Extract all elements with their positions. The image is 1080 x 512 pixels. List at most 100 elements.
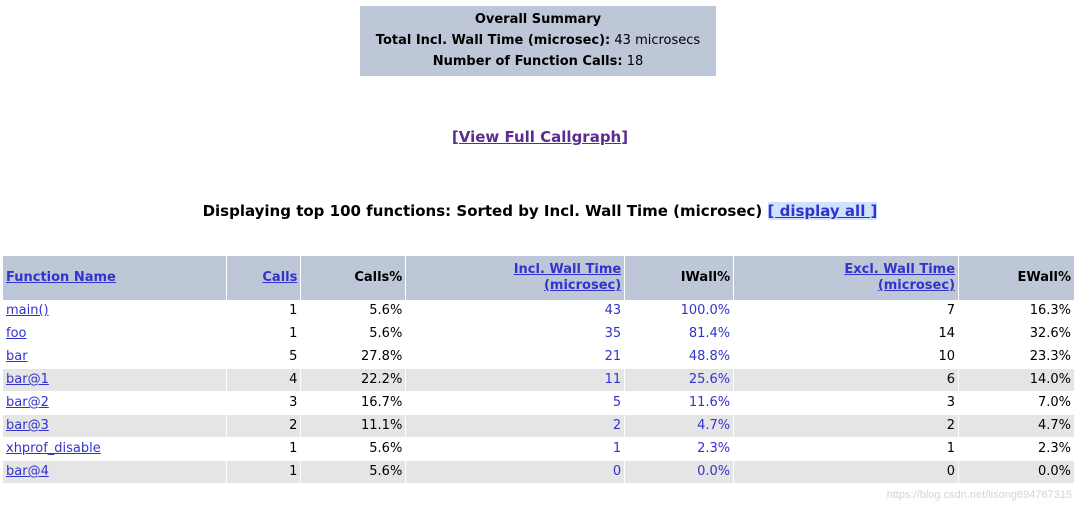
iwall-pct-cell: 100.0% [624,300,735,323]
functions-table: Function Name Calls Calls% Incl. Wall Ti… [3,256,1075,484]
incl-wall-time-cell: 43 [405,300,626,323]
column-header-calls[interactable]: Calls [226,256,302,300]
ewall-pct-cell: 7.0% [958,391,1075,415]
function-link[interactable]: xhprof_disable [6,441,101,456]
ewall-pct-cell: 16.3% [958,300,1075,323]
column-header-calls-pct: Calls% [300,256,407,300]
ewall-pct-cell: 23.3% [958,345,1075,369]
calls-cell: 1 [226,322,302,346]
excl-wall-time-cell: 1 [733,437,960,461]
display-all-label: [ display all ] [767,202,878,220]
ewall-pct-cell: 32.6% [958,322,1075,346]
calls-pct-cell: 5.6% [300,460,407,484]
column-header-function-name[interactable]: Function Name [3,256,228,300]
excl-wall-time-cell: 3 [733,391,960,415]
table-row: bar@3 2 11.1% 2 4.7% 2 4.7% [3,414,1075,438]
functions-heading: Displaying top 100 functions: Sorted by … [0,202,1080,220]
function-link[interactable]: bar@4 [6,464,49,479]
function-link[interactable]: foo [6,326,27,341]
incl-wall-time-cell: 2 [405,414,626,438]
calls-pct-cell: 5.6% [300,322,407,346]
column-header-excl-wall-time[interactable]: Excl. Wall Time (microsec) [733,256,960,300]
calls-pct-cell: 11.1% [300,414,407,438]
iwall-pct-cell: 11.6% [624,391,735,415]
watermark: https://blog.csdn.net/lisong694767315 [886,489,1072,501]
calls-cell: 2 [226,414,302,438]
incl-wall-time-cell: 21 [405,345,626,369]
sort-function-name-link[interactable]: Function Name [6,270,116,285]
summary-function-calls: Number of Function Calls: 18 [360,51,716,72]
function-name-cell[interactable]: bar@4 [3,460,228,484]
callgraph-container: [View Full Callgraph] [0,128,1080,146]
calls-pct-cell: 16.7% [300,391,407,415]
table-row: main() 1 5.6% 43 100.0% 7 16.3% [3,300,1075,323]
incl-wall-time-unit: (microsec) [543,278,622,293]
function-name-cell[interactable]: bar [3,345,228,369]
overall-summary: Overall Summary Total Incl. Wall Time (m… [360,6,716,76]
function-name-cell[interactable]: xhprof_disable [3,437,228,461]
sort-calls-link[interactable]: Calls [262,270,298,285]
function-link[interactable]: bar@2 [6,395,49,410]
view-full-callgraph-link[interactable]: [View Full Callgraph] [451,128,629,146]
iwall-pct-cell: 48.8% [624,345,735,369]
incl-wall-time-cell: 35 [405,322,626,346]
iwall-pct-cell: 81.4% [624,322,735,346]
function-link[interactable]: bar@3 [6,418,49,433]
total-wall-time-label: Total Incl. Wall Time (microsec): [375,33,611,48]
calls-cell: 5 [226,345,302,369]
summary-title: Overall Summary [474,12,602,27]
incl-wall-time-label: Incl. Wall Time [513,262,622,277]
function-name-cell[interactable]: bar@1 [3,368,228,392]
excl-wall-time-unit: (microsec) [877,278,956,293]
iwall-pct-cell: 2.3% [624,437,735,461]
column-header-iwall-pct: IWall% [624,256,735,300]
function-name-cell[interactable]: bar@2 [3,391,228,415]
excl-wall-time-label: Excl. Wall Time [844,262,956,277]
sort-excl-wall-time-link[interactable]: Excl. Wall Time (microsec) [844,262,955,293]
table-row: xhprof_disable 1 5.6% 1 2.3% 1 2.3% [3,437,1075,461]
iwall-pct-cell: 0.0% [624,460,735,484]
table-row: bar@2 3 16.7% 5 11.6% 3 7.0% [3,391,1075,415]
table-row: foo 1 5.6% 35 81.4% 14 32.6% [3,322,1075,346]
ewall-pct-cell: 2.3% [958,437,1075,461]
function-link[interactable]: bar@1 [6,372,49,387]
iwall-pct-cell: 25.6% [624,368,735,392]
excl-wall-time-cell: 7 [733,300,960,323]
function-name-cell[interactable]: bar@3 [3,414,228,438]
function-calls-label: Number of Function Calls: [432,54,623,69]
excl-wall-time-cell: 10 [733,345,960,369]
excl-wall-time-cell: 2 [733,414,960,438]
calls-cell: 3 [226,391,302,415]
function-name-cell[interactable]: main() [3,300,228,323]
calls-pct-cell: 22.2% [300,368,407,392]
table-row: bar 5 27.8% 21 48.8% 10 23.3% [3,345,1075,369]
function-name-cell[interactable]: foo [3,322,228,346]
incl-wall-time-cell: 11 [405,368,626,392]
calls-cell: 1 [226,460,302,484]
functions-heading-text: Displaying top 100 functions: Sorted by … [202,202,763,220]
display-all-link[interactable]: [ display all ] [767,202,878,220]
table-header-row: Function Name Calls Calls% Incl. Wall Ti… [3,256,1075,300]
excl-wall-time-cell: 14 [733,322,960,346]
calls-cell: 1 [226,437,302,461]
ewall-pct-cell: 14.0% [958,368,1075,392]
calls-cell: 1 [226,300,302,323]
calls-pct-cell: 27.8% [300,345,407,369]
iwall-pct-cell: 4.7% [624,414,735,438]
calls-pct-cell: 5.6% [300,437,407,461]
column-header-incl-wall-time[interactable]: Incl. Wall Time (microsec) [405,256,626,300]
ewall-pct-cell: 4.7% [958,414,1075,438]
incl-wall-time-cell: 0 [405,460,626,484]
calls-cell: 4 [226,368,302,392]
ewall-pct-cell: 0.0% [958,460,1075,484]
excl-wall-time-cell: 0 [733,460,960,484]
incl-wall-time-cell: 5 [405,391,626,415]
function-link[interactable]: main() [6,303,49,318]
summary-total-wall-time: Total Incl. Wall Time (microsec): 43 mic… [360,30,716,51]
table-row: bar@4 1 5.6% 0 0.0% 0 0.0% [3,460,1075,484]
total-wall-time-value: 43 microsecs [614,33,701,48]
sort-incl-wall-time-link[interactable]: Incl. Wall Time (microsec) [514,262,622,293]
table-row: bar@1 4 22.2% 11 25.6% 6 14.0% [3,368,1075,392]
function-link[interactable]: bar [6,349,28,364]
excl-wall-time-cell: 6 [733,368,960,392]
